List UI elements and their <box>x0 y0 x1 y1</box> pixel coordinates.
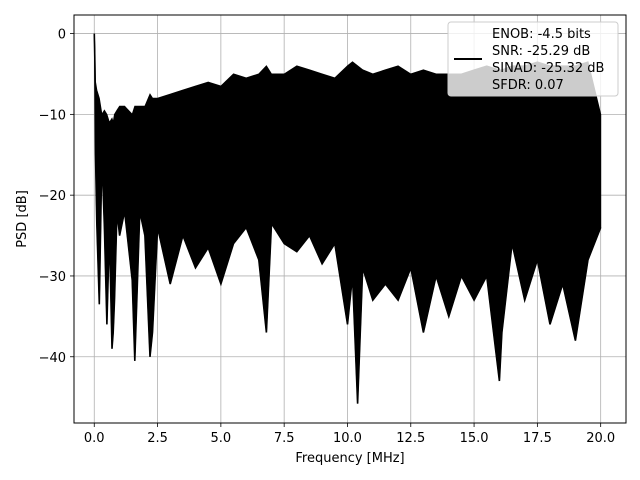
legend-sinad: SINAD: -25.32 dB <box>492 61 604 76</box>
plot-frame <box>73 14 627 424</box>
psd-series-line <box>93 33 602 404</box>
y-tick-label: −10 <box>39 108 66 123</box>
x-tick-label: 17.5 <box>523 431 552 446</box>
legend-box <box>447 21 619 97</box>
legend-enob: ENOB: -4.5 bits <box>492 27 591 42</box>
legend: ENOB: -4.5 bits SNR: -25.29 dB SINAD: -2… <box>447 21 619 97</box>
x-axis-label: Frequency [MHz] <box>295 451 404 466</box>
data-layer <box>93 33 602 404</box>
y-tick-label: −40 <box>39 351 66 366</box>
y-tick-label: 0 <box>58 28 66 43</box>
ticks: 0.0 2.5 5.0 7.5 10.0 12.5 15.0 17.5 20.0 0 −10 −20 −… <box>39 28 616 446</box>
y-axis-label: PSD [dB] <box>15 190 30 248</box>
y-tick-label: −30 <box>39 270 66 285</box>
x-tick-label: 10.0 <box>333 431 362 446</box>
x-tick-label: 5.0 <box>211 431 232 446</box>
x-tick-label: 20.0 <box>586 431 615 446</box>
x-tick-label: 0.0 <box>84 431 105 446</box>
legend-sfdr: SFDR: 0.07 <box>492 78 564 93</box>
y-tick-label: −20 <box>39 189 66 204</box>
x-tick-label: 12.5 <box>396 431 425 446</box>
x-tick-label: 2.5 <box>147 431 168 446</box>
x-tick-label: 15.0 <box>460 431 489 446</box>
x-tick-label: 7.5 <box>274 431 295 446</box>
legend-snr: SNR: -25.29 dB <box>492 44 590 59</box>
